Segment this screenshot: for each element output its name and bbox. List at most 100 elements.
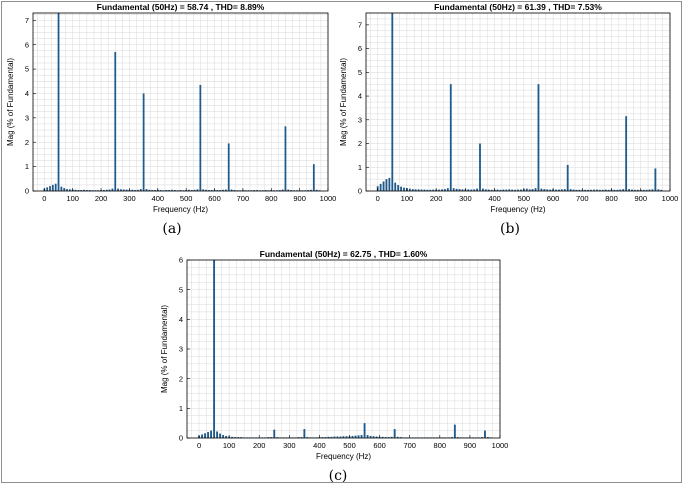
bar [408,188,411,191]
x-tick-label: 400 [488,194,501,203]
bar [613,189,616,191]
x-tick-label: 700 [576,194,589,203]
bar [449,84,452,191]
bar [105,189,108,191]
bar [578,189,581,191]
x-tick-label: 500 [180,194,193,203]
bar [171,189,173,191]
panel-label: (b) [500,221,520,237]
bar [482,188,484,191]
bar [168,190,171,191]
chart-title: Fundamental (50Hz) = 61.39 , THD= 7.53% [434,2,602,12]
bar [590,189,592,191]
bar [616,189,619,191]
x-tick-label: 300 [123,194,136,203]
bar [444,189,446,191]
bar [455,188,458,191]
bar [120,189,122,191]
bar [476,188,478,191]
bar [216,431,219,438]
y-tick-label: 0 [358,187,362,196]
bar [648,189,651,191]
y-axis-label: Mag (% of Fundamental) [6,58,15,146]
bar [575,189,578,191]
x-tick-label: 600 [547,194,560,203]
bar [225,189,227,191]
bar [456,437,459,438]
y-tick-label: 1 [25,162,29,171]
bar [256,190,258,191]
bar [363,423,366,438]
x-tick-label: 800 [434,441,447,450]
x-tick-label: 900 [635,194,648,203]
bar [321,437,324,438]
y-tick-label: 5 [358,68,362,77]
bar [481,437,483,438]
bar [484,430,486,438]
x-tick-label: 700 [237,194,250,203]
bar [414,189,417,191]
grid [187,259,501,439]
x-tick-label: 900 [464,441,477,450]
bar [234,437,237,438]
bar [660,189,663,191]
bar [394,182,397,191]
bar [68,189,71,191]
bar [173,190,176,191]
bar [593,189,595,191]
bar [333,436,336,438]
bar [487,189,490,191]
bar [403,187,405,191]
bar [159,190,162,191]
bar [339,436,342,438]
y-tick-label: 2 [25,138,29,147]
bar [222,435,225,438]
y-tick-label: 6 [358,44,362,53]
x-tick-label: 0 [197,441,201,450]
bar [514,189,516,191]
bar [634,189,636,191]
bar [345,436,348,438]
y-tick-label: 7 [25,16,29,25]
bar [165,190,168,191]
bar [372,436,375,438]
bar [657,189,660,191]
bar [531,189,534,191]
bar [60,186,63,191]
bar [114,52,117,191]
y-tick-label: 5 [25,65,29,74]
bar [354,435,357,438]
bar [441,189,443,191]
bar [636,189,639,191]
bar [411,189,414,191]
bar [276,437,279,438]
bar [202,189,205,191]
y-tick-label: 7 [358,20,362,29]
bar [558,189,560,191]
bar [511,189,514,191]
chart-title: Fundamental (50Hz) = 58.74 , THD= 8.89% [97,2,265,12]
x-tick-label: 100 [66,194,79,203]
y-tick-label: 3 [25,113,29,122]
bar [233,190,236,191]
bar [297,437,300,438]
x-tick-label: 100 [401,194,414,203]
bar [300,437,303,438]
bar [499,189,502,191]
x-tick-label: 500 [343,441,356,450]
bar [342,436,345,438]
bar [193,189,196,191]
bar [520,189,522,191]
bar [357,435,360,438]
bar [417,189,420,191]
bar [312,164,315,191]
x-tick-label: 800 [605,194,618,203]
bar [625,116,628,191]
bar [210,430,213,438]
bar [525,188,528,191]
bar [351,435,354,438]
bar [366,435,369,438]
bar [470,189,473,191]
bar [278,190,281,191]
